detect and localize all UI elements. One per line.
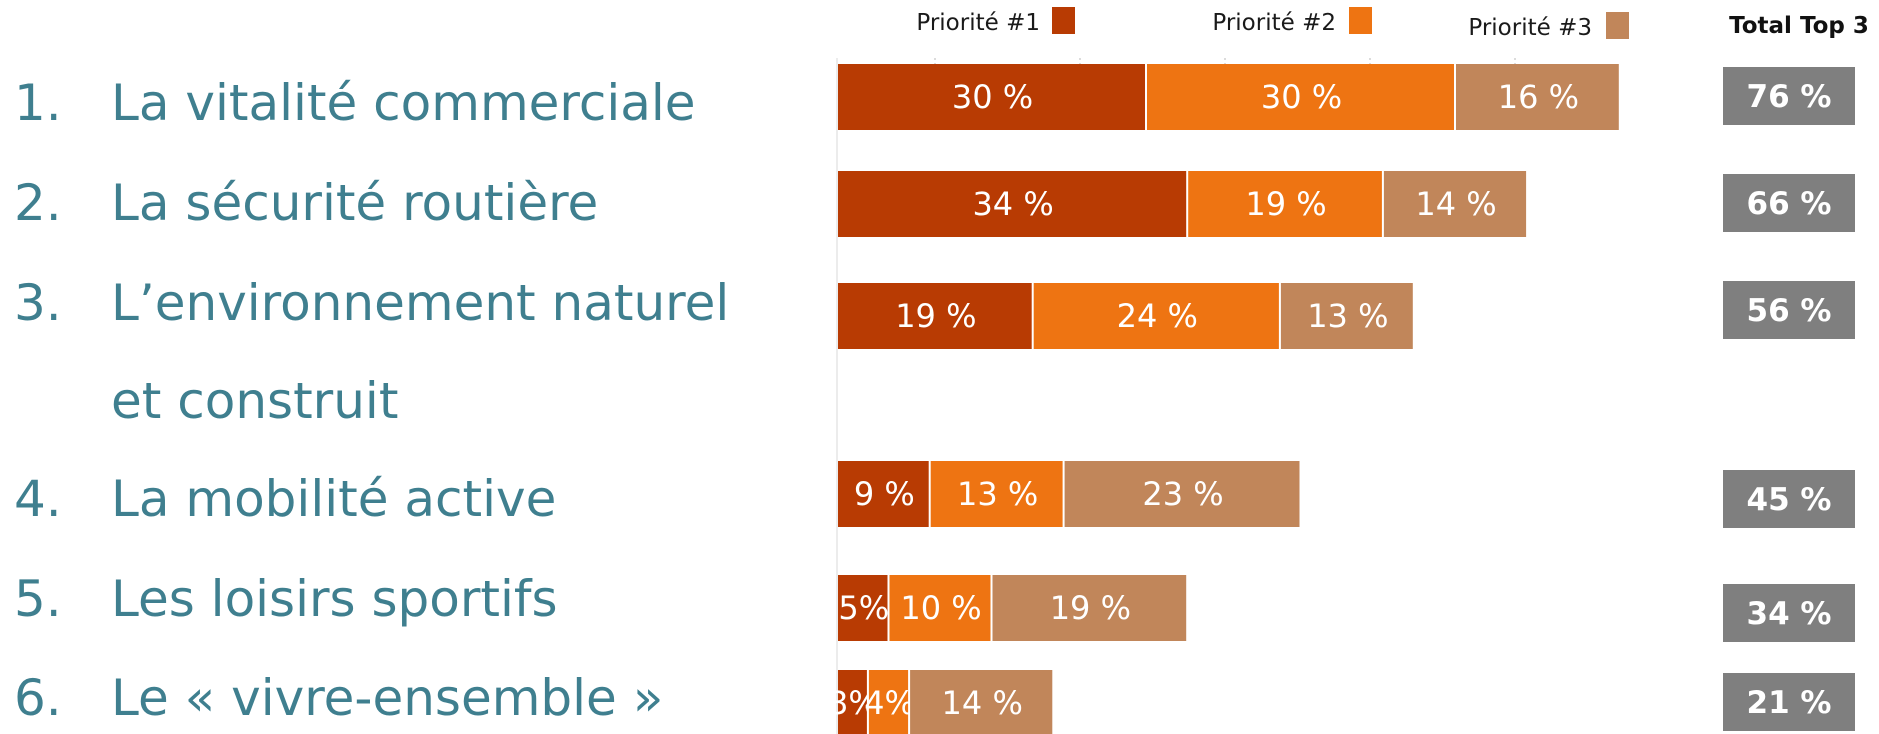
bar-label: 4% xyxy=(864,684,915,722)
total-box xyxy=(1723,470,1855,528)
bar-label: 9 % xyxy=(854,475,915,513)
total-value: 66 % xyxy=(1747,186,1832,222)
bar-segment xyxy=(1064,461,1300,527)
priority-list: 1. La vitalité commerciale 2. La sécurité r… xyxy=(0,0,800,734)
bar-segment xyxy=(838,461,929,527)
list-item-number: 5. xyxy=(14,570,62,628)
bar-segment xyxy=(838,575,888,641)
total-box xyxy=(1723,584,1855,642)
total-value: 45 % xyxy=(1747,482,1832,518)
bar-segment xyxy=(1033,283,1279,349)
list-item-label: La sécurité routière xyxy=(111,174,599,232)
bar-segment xyxy=(1188,171,1382,237)
total-box xyxy=(1723,673,1855,731)
bar-label: 19 % xyxy=(895,297,976,335)
list-item-label: L’environnement naturel xyxy=(111,274,730,332)
bar-label: 23 % xyxy=(1142,475,1223,513)
bar-label: 19 % xyxy=(1050,589,1131,627)
legend-label: Priorité #1 xyxy=(916,10,1040,36)
bar-label: 30 % xyxy=(1261,78,1342,116)
list-item-label: Les loisirs sportifs xyxy=(111,570,558,628)
bar-label: 30 % xyxy=(952,78,1033,116)
bar-label: 14 % xyxy=(942,684,1023,722)
bar-segment xyxy=(838,670,867,734)
list-item-number: 6. xyxy=(14,669,62,727)
legend-label: Priorité #2 xyxy=(1212,10,1336,36)
legend-swatch xyxy=(1349,7,1372,34)
bar-label: 5% xyxy=(838,589,889,627)
legend-swatch xyxy=(1606,12,1629,39)
bar-label: 13 % xyxy=(957,475,1038,513)
totals-header: Total Top 3 xyxy=(1729,13,1869,39)
bar-segment xyxy=(910,670,1053,734)
bar-segment xyxy=(1383,171,1527,237)
bar-segment xyxy=(889,575,991,641)
list-item-number: 1. xyxy=(14,74,62,132)
total-value: 21 % xyxy=(1747,685,1832,721)
total-value: 76 % xyxy=(1747,79,1832,115)
bar-segment xyxy=(868,670,909,734)
bar-segment xyxy=(1147,64,1454,130)
bar-label: 13 % xyxy=(1307,297,1388,335)
bar-segment xyxy=(838,64,1145,130)
bar-segment xyxy=(1456,64,1619,130)
legend-label: Priorité #3 xyxy=(1468,15,1592,41)
bar-segment xyxy=(930,461,1063,527)
total-box xyxy=(1723,174,1855,232)
bar-label: 16 % xyxy=(1498,78,1579,116)
bar-label: 34 % xyxy=(972,185,1053,223)
total-box xyxy=(1723,67,1855,125)
legend-swatch xyxy=(1052,7,1075,34)
list-item-label-continued: et construit xyxy=(111,372,399,430)
total-value: 56 % xyxy=(1747,293,1832,329)
bar-label: 14 % xyxy=(1415,185,1496,223)
bar-label: 24 % xyxy=(1117,297,1198,335)
total-value: 34 % xyxy=(1747,596,1832,632)
list-item-number: 4. xyxy=(14,470,62,528)
list-item-label: Le « vivre-ensemble » xyxy=(111,669,664,727)
bar-label: 10 % xyxy=(900,589,981,627)
list-item-label: La vitalité commerciale xyxy=(111,74,696,132)
list-item-label: La mobilité active xyxy=(111,470,557,528)
bar-segment xyxy=(838,283,1032,349)
bar-segment xyxy=(838,171,1187,237)
total-box xyxy=(1723,281,1855,339)
bar-segment xyxy=(1280,283,1413,349)
list-item-number: 3. xyxy=(14,274,62,332)
bar-segment xyxy=(992,575,1187,641)
bar-label: 19 % xyxy=(1245,185,1326,223)
list-item-number: 2. xyxy=(14,174,62,232)
